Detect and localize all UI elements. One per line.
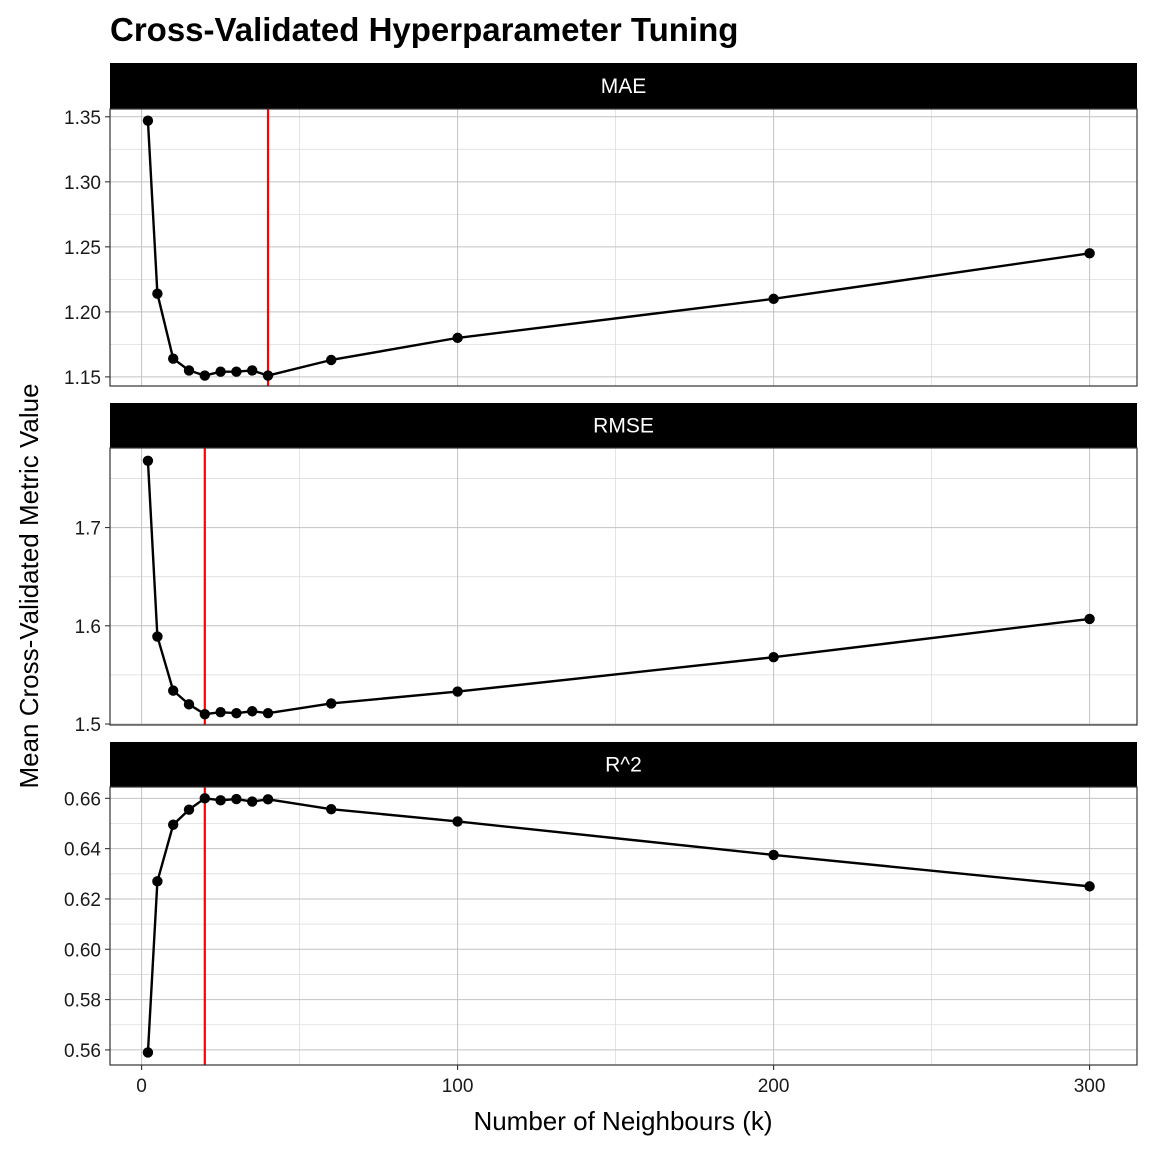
data-point <box>231 793 242 805</box>
facet-strip-label: MAE <box>601 75 647 98</box>
y-tick-label: 1.15 <box>64 368 101 389</box>
facet-strip-label: RMSE <box>593 415 654 438</box>
data-point <box>183 365 195 376</box>
y-tick-label: 1.35 <box>64 108 101 129</box>
facet-strip <box>110 63 1137 109</box>
data-point <box>262 370 274 381</box>
x-tick-label: 200 <box>758 1076 790 1097</box>
facet-strip <box>110 742 1137 787</box>
y-tick-label: 1.7 <box>75 519 101 540</box>
data-point <box>1084 881 1095 892</box>
data-point <box>452 816 463 827</box>
chart-title: Cross-Validated Hyperparameter Tuning <box>110 11 738 48</box>
y-tick-label: 1.20 <box>64 303 101 324</box>
data-point <box>768 849 779 861</box>
data-point <box>326 698 337 709</box>
data-point <box>142 455 154 466</box>
data-point <box>152 631 163 642</box>
data-point <box>768 293 779 305</box>
panel-plot-area <box>110 109 1137 386</box>
data-point <box>168 685 179 696</box>
data-point <box>247 706 258 717</box>
data-point <box>247 365 258 376</box>
data-point <box>768 652 779 663</box>
data-point <box>231 366 242 377</box>
data-point <box>199 793 210 804</box>
data-point <box>199 370 210 381</box>
data-point <box>142 115 154 126</box>
panel-border <box>109 786 1138 1066</box>
facet-rmse: RMSE 1.5 1.6 1.7 <box>75 403 1138 736</box>
data-point <box>199 708 210 720</box>
data-point <box>142 1047 154 1058</box>
y-tick-label: 1.30 <box>64 173 101 194</box>
panel-background <box>110 448 1137 725</box>
data-point <box>247 796 258 807</box>
data-point <box>152 288 163 299</box>
x-axis: 0 100 200 300 <box>136 1065 1105 1097</box>
y-tick-label: 1.6 <box>75 617 101 638</box>
data-point <box>326 803 337 815</box>
data-point <box>183 699 195 710</box>
data-point <box>262 794 274 805</box>
y-tick-label: 0.58 <box>64 991 101 1012</box>
y-tick-label: 1.5 <box>75 715 101 736</box>
x-tick-label: 0 <box>136 1076 147 1097</box>
data-point <box>215 707 226 718</box>
data-point <box>326 354 337 366</box>
data-point <box>452 332 463 344</box>
y-tick-label: 0.64 <box>64 840 101 861</box>
data-point <box>1084 613 1095 625</box>
y-tick-label: 0.60 <box>64 940 101 961</box>
facet-strip <box>110 403 1137 448</box>
data-point <box>1084 248 1095 259</box>
panel-background <box>110 787 1137 1065</box>
data-point <box>452 686 463 697</box>
panel-border <box>109 108 1138 387</box>
panel-border <box>109 447 1138 726</box>
panel-plot-area <box>110 448 1137 725</box>
data-point <box>262 708 274 719</box>
data-point <box>152 876 163 887</box>
data-point <box>231 708 242 719</box>
y-tick-label: 1.25 <box>64 238 101 259</box>
data-point <box>168 819 179 830</box>
x-tick-label: 100 <box>442 1076 474 1097</box>
y-tick-label: 0.62 <box>64 890 101 911</box>
facet-r2: R^2 0.56 0.58 0.60 0.62 0.64 0.66 <box>64 742 1138 1066</box>
panel-plot-area <box>110 787 1137 1065</box>
data-point <box>168 353 179 364</box>
data-point <box>215 795 226 806</box>
facet-mae: MAE 1.15 1.20 1.25 1.30 1.35 <box>64 63 1138 389</box>
data-point <box>183 804 195 815</box>
y-tick-label: 0.66 <box>64 789 101 810</box>
y-axis-title: Mean Cross-Validated Metric Value <box>14 383 44 788</box>
facet-strip-label: R^2 <box>605 754 642 777</box>
x-tick-label: 300 <box>1074 1076 1106 1097</box>
x-axis-title: Number of Neighbours (k) <box>473 1106 772 1136</box>
y-tick-label: 0.56 <box>64 1041 101 1062</box>
facet-panels: MAE 1.15 1.20 1.25 1.30 1.35 RMSE 1.5 1.6 1.7 R^2 0… <box>64 63 1138 1066</box>
data-point <box>215 366 226 377</box>
panel-background <box>110 109 1137 386</box>
